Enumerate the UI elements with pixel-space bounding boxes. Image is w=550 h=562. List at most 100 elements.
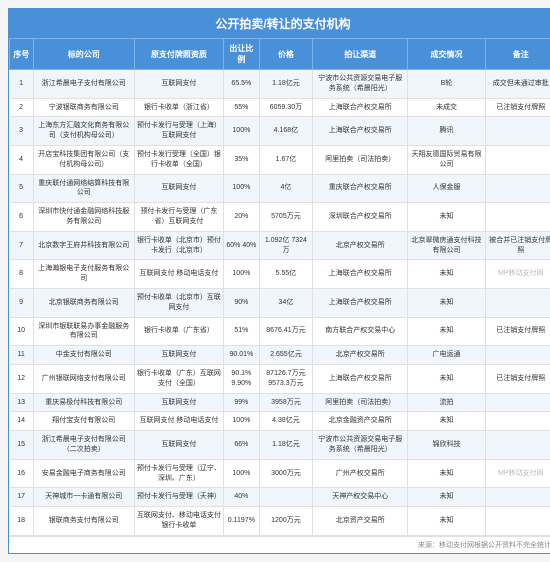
cell: 宁波市公共资源交易电子服务系统（希晨阳光） (313, 431, 408, 460)
cell: 87126.7万元 9573.3万元 (259, 364, 313, 393)
table-row: 7北京数字王府井科技有限公司银行卡收单（北京市）预付卡发行（北京市）60% 40… (10, 231, 550, 260)
cell (259, 488, 313, 507)
cell: 天神产权交易中心 (313, 488, 408, 507)
cell: 100% (224, 459, 260, 488)
cell: 互联网支付 (134, 431, 223, 460)
cell: 1.18亿元 (259, 431, 313, 460)
cell: 3 (10, 117, 34, 146)
cell (485, 488, 550, 507)
cell: 未知 (408, 317, 485, 346)
cell (485, 203, 550, 232)
cell: B轮 (408, 70, 485, 99)
cell: 15 (10, 431, 34, 460)
table-row: 15浙江希晨电子支付有限公司（二次拍卖）互联网支付66%1.18亿元宁波市公共资… (10, 431, 550, 460)
col-2: 原支付牌照资质 (134, 39, 223, 70)
cell (485, 431, 550, 460)
cell: 银行卡收单（浙江省） (134, 98, 223, 117)
cell: 广电运通 (408, 346, 485, 365)
table-row: 3上海东方汇融文化商务有限公司（支付机构母公司）预付卡发行与受理（上海）互联网支… (10, 117, 550, 146)
cell: 南方联合产权交易中心 (313, 317, 408, 346)
col-6: 成交情况 (408, 39, 485, 70)
cell: 3958万元 (259, 393, 313, 412)
cell: 未知 (408, 260, 485, 289)
table-row: 8上海瀚银电子支付服务有限公司互联网支付 移动电话支付100%5.55亿上海联合… (10, 260, 550, 289)
cell: 13 (10, 393, 34, 412)
cell: 4.38亿元 (259, 412, 313, 431)
cell: 互联网支付 移动电话支付 (134, 412, 223, 431)
cell: 安易金融电子商务有限公司 (33, 459, 134, 488)
cell: 60% 40% (224, 231, 260, 260)
cell: 11 (10, 346, 34, 365)
cell: 1.092亿 7324万 (259, 231, 313, 260)
cell: 北京产权交易所 (313, 231, 408, 260)
header-row: 序号标的公司原支付牌照资质出让比例价格拍让渠道成交情况备注 (10, 39, 550, 70)
cell: 未知 (408, 364, 485, 393)
cell: 4.168亿 (259, 117, 313, 146)
cell: 未知 (408, 488, 485, 507)
cell (485, 412, 550, 431)
cell: 90.1% 9.90% (224, 364, 260, 393)
col-0: 序号 (10, 39, 34, 70)
cell: 1.18亿元 (259, 70, 313, 99)
col-3: 出让比例 (224, 39, 260, 70)
cell: 阿里拍卖（司法拍卖） (313, 393, 408, 412)
cell: 99% (224, 393, 260, 412)
cell: 未知 (408, 459, 485, 488)
cell: MP移动支付网 (485, 260, 550, 289)
source-note: 来源：移动支付网根据公开资料不完全统计 (9, 536, 550, 553)
cell: 深圳联合产权交易所 (313, 203, 408, 232)
cell: 上海联合产权交易所 (313, 288, 408, 317)
cell: 预付卡发行与受理（天神） (134, 488, 223, 507)
table-row: 10深圳市银联联易办事金融服务有限公司银行卡收单（广东省）51%8676.41万… (10, 317, 550, 346)
cell: 广州银联网络支付有限公司 (33, 364, 134, 393)
cell (485, 288, 550, 317)
cell: 上海联合产权交易所 (313, 260, 408, 289)
col-4: 价格 (259, 39, 313, 70)
table-row: 5重庆联付通网络结算科技有限公司互联网支付100%4亿重庆联合产权交易所人保金服 (10, 174, 550, 203)
cell: 预付卡收单（北京市）互联网支付 (134, 288, 223, 317)
cell: 未知 (408, 412, 485, 431)
cell: 4亿 (259, 174, 313, 203)
col-7: 备注 (485, 39, 550, 70)
cell: 上海联合产权交易所 (313, 364, 408, 393)
cell (485, 174, 550, 203)
col-5: 拍让渠道 (313, 39, 408, 70)
cell: 6 (10, 203, 34, 232)
cell: 4 (10, 145, 34, 174)
cell: 5 (10, 174, 34, 203)
cell: 天神城市一卡通有限公司 (33, 488, 134, 507)
cell: 35% (224, 145, 260, 174)
cell: 中金支付有限公司 (33, 346, 134, 365)
cell (485, 145, 550, 174)
cell: 65.5% (224, 70, 260, 99)
cell: 100% (224, 117, 260, 146)
cell: 北京银联商务有限公司 (33, 288, 134, 317)
cell: 66% (224, 431, 260, 460)
cell: 北京翠微房通支付科技有限公司 (408, 231, 485, 260)
table-row: 1浙江希晨电子支付有限公司互联网支付65.5%1.18亿元宁波市公共资源交易电子… (10, 70, 550, 99)
cell: 17 (10, 488, 34, 507)
table-row: 6深圳市快付通金融网络科技服务有限公司预付卡发行与受理（广东省）互联网支付20%… (10, 203, 550, 232)
cell: 3000万元 (259, 459, 313, 488)
cell: 互联网支付 (134, 70, 223, 99)
cell: 被合并已注销支付牌照 (485, 231, 550, 260)
cell: 90% (224, 288, 260, 317)
cell: 已注销支付牌照 (485, 317, 550, 346)
cell: 深圳市银联联易办事金融服务有限公司 (33, 317, 134, 346)
table-row: 2宁波银联商务有限公司银行卡收单（浙江省）55%6059.30万上海联合产权交易… (10, 98, 550, 117)
table-title: 公开拍卖/转让的支付机构 (9, 9, 550, 38)
cell: 上海联合产权交易所 (313, 98, 408, 117)
cell: 12 (10, 364, 34, 393)
cell: 8 (10, 260, 34, 289)
table-row: 11中金支付有限公司互联网支付90.01%2.655亿元北京产权交易所广电运通 (10, 346, 550, 365)
cell: 未知 (408, 203, 485, 232)
table-row: 14翔付宝支付有限公司互联网支付 移动电话支付100%4.38亿元北京金融资产交… (10, 412, 550, 431)
cell: 34亿 (259, 288, 313, 317)
cell: 成交但未通过审批 (485, 70, 550, 99)
cell: 阿里拍卖（司法拍卖） (313, 145, 408, 174)
cell: 流拍 (408, 393, 485, 412)
cell: 上海瀚银电子支付服务有限公司 (33, 260, 134, 289)
cell: 互联网支付 (134, 346, 223, 365)
cell: 浙江希晨电子支付有限公司 (33, 70, 134, 99)
cell: 开店宝科技集团有限公司（支付机构母公司） (33, 145, 134, 174)
